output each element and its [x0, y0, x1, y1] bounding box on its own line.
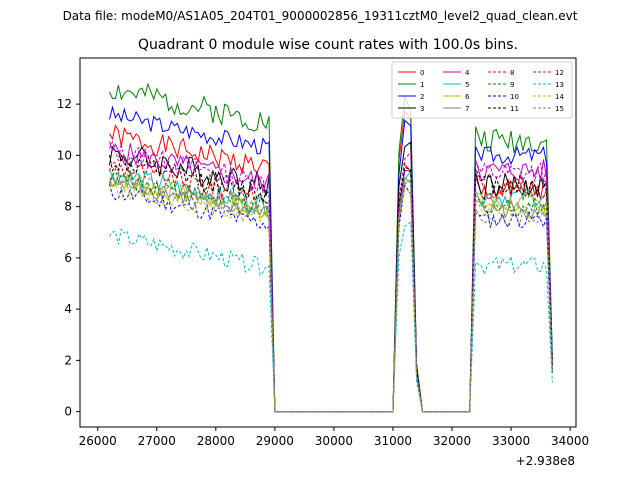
legend-label-10: 10: [510, 93, 519, 101]
x-tick-label: 29000: [256, 434, 294, 448]
x-tick-label: 26000: [79, 434, 117, 448]
y-tick-label: 4: [64, 302, 72, 316]
x-offset-label: +2.938e8: [516, 454, 575, 468]
legend-label-9: 9: [510, 81, 514, 89]
series-line-14: [109, 177, 553, 413]
y-tick-label: 10: [57, 148, 72, 162]
y-tick-label: 12: [57, 97, 72, 111]
legend-label-2: 2: [420, 93, 424, 101]
axes-frame: [79, 57, 577, 428]
legend-label-15: 15: [555, 105, 564, 113]
plot-lines: [109, 82, 553, 413]
legend-label-5: 5: [465, 81, 469, 89]
series-line-13: [109, 221, 553, 413]
series-line-9: [109, 165, 553, 413]
x-tick-label: 31000: [374, 434, 412, 448]
legend-label-0: 0: [420, 69, 424, 77]
y-tick-label: 6: [64, 251, 72, 265]
y-axis: 0 2 4 6 8 10 12: [57, 97, 80, 419]
legend-label-13: 13: [555, 81, 564, 89]
series-line-8: [109, 161, 553, 413]
legend-label-1: 1: [420, 81, 424, 89]
series-line-6: [109, 172, 553, 413]
x-tick-label: 30000: [315, 434, 353, 448]
legend-label-11: 11: [510, 105, 519, 113]
x-tick-label: 34000: [551, 434, 589, 448]
x-tick-label: 28000: [197, 434, 235, 448]
y-tick-label: 8: [64, 200, 72, 214]
x-tick-label: 32000: [433, 434, 471, 448]
legend-label-4: 4: [465, 69, 470, 77]
legend-label-12: 12: [555, 69, 564, 77]
x-axis: 26000 27000 28000 29000 30000 31000 32000 33000…: [79, 427, 589, 448]
y-tick-label: 0: [64, 405, 72, 419]
x-tick-label: 27000: [138, 434, 176, 448]
legend-label-8: 8: [510, 69, 514, 77]
legend-label-14: 14: [555, 93, 564, 101]
legend-box: [391, 61, 573, 119]
series-line-5: [109, 168, 553, 413]
series-line-0: [109, 109, 553, 413]
chart-title: Quadrant 0 module wise count rates with …: [138, 37, 518, 53]
legend-label-7: 7: [465, 105, 469, 113]
y-tick-label: 2: [64, 353, 72, 367]
x-tick-label: 33000: [492, 434, 530, 448]
series-line-1: [109, 82, 553, 413]
series-line-7: [109, 172, 553, 413]
legend-label-3: 3: [420, 105, 424, 113]
figure-suptitle: Data file: modeM0/AS1A05_204T01_90000028…: [63, 9, 578, 23]
series-line-12: [109, 140, 553, 413]
legend-label-6: 6: [465, 93, 470, 101]
series-line-10: [109, 183, 553, 413]
